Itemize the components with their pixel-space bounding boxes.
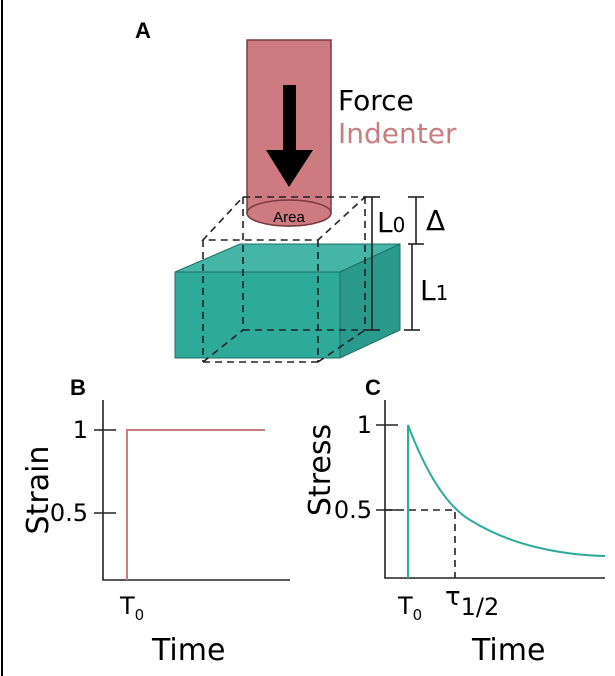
tau-label: τ1/2: [445, 582, 499, 621]
stress-curve: [408, 425, 605, 578]
force-label: Force: [338, 84, 414, 117]
t0-label: T0: [397, 592, 422, 624]
x-axis-label: Time: [151, 633, 225, 668]
y-tick-label: 0.5: [334, 496, 372, 524]
strain-curve: [127, 430, 265, 580]
y-axis-label: Strain: [21, 446, 56, 535]
figure: A Area Force Indenter L0 Δ L1 B 1 0.5 St…: [0, 0, 615, 676]
l0-label: L0: [377, 206, 405, 239]
axes: [94, 400, 290, 580]
t0-label: T0: [119, 592, 144, 624]
y-axis-label: Stress: [303, 424, 338, 516]
axes: [376, 400, 605, 578]
area-label: Area: [273, 209, 305, 226]
l1-label: L1: [420, 274, 448, 307]
x-axis-label: Time: [471, 633, 545, 668]
delta-label: Δ: [426, 204, 445, 237]
y-tick-label: 1: [357, 411, 372, 439]
half-life-guide: [385, 510, 455, 578]
panel-label: B: [70, 375, 86, 400]
y-tick-label: 1: [73, 416, 88, 444]
sample-block: [175, 244, 400, 358]
indenter-label: Indenter: [338, 117, 457, 150]
panel-label: A: [135, 18, 151, 43]
panel-label: C: [365, 375, 381, 400]
